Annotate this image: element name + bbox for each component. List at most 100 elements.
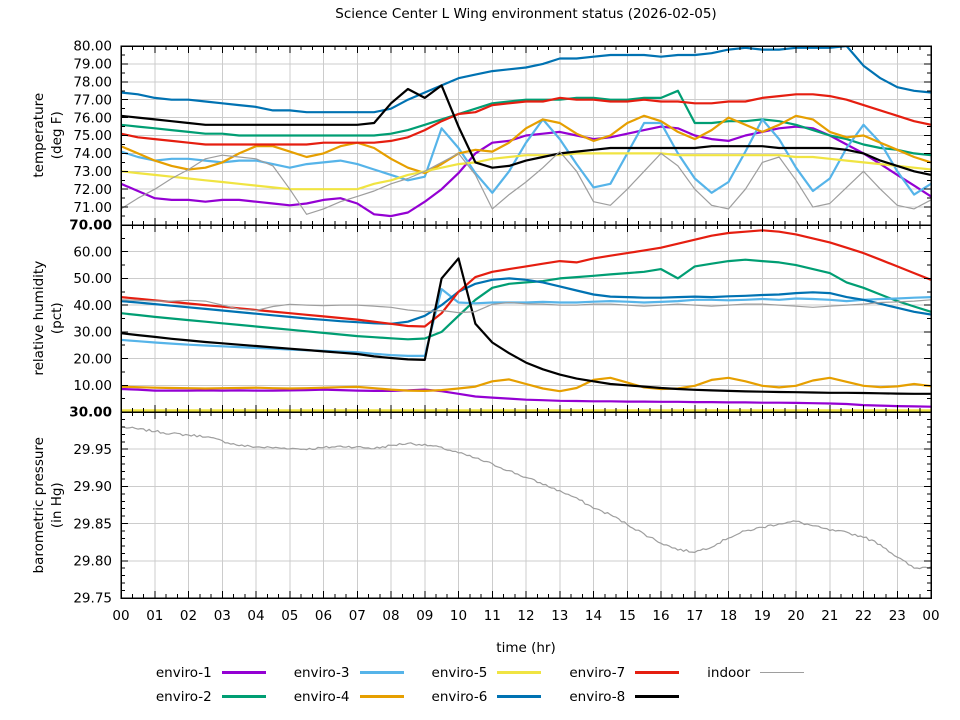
legend-column: enviro-3 enviro-4	[294, 664, 404, 705]
series-enviro-2-humidity	[121, 258, 931, 341]
xtick-label: 17	[686, 608, 703, 624]
legend-line-swatch-enviro-2	[221, 695, 266, 698]
legend-label-enviro-6: enviro-6	[431, 688, 488, 705]
series-enviro-4-humidity	[121, 376, 931, 393]
ytick-label-humidity: 60.00	[73, 244, 112, 260]
legend-label-enviro-7: enviro-7	[569, 664, 626, 681]
ytick-label-humidity: 40.00	[73, 298, 112, 314]
legend-line-swatch-enviro-5	[497, 671, 542, 674]
legend-item-enviro-4: enviro-4	[294, 688, 404, 705]
xtick-label: 08	[382, 608, 399, 624]
series-indoor-temperature	[121, 151, 931, 215]
legend-item-enviro-6: enviro-6	[432, 688, 542, 705]
legend-line-swatch-enviro-1	[221, 671, 266, 674]
xtick-label: 16	[652, 608, 669, 624]
ytick-label-humidity: 30.00	[73, 325, 112, 341]
xtick-label: 00	[112, 608, 129, 624]
xtick-label: 09	[416, 608, 433, 624]
series-enviro-4-temperature	[121, 114, 931, 175]
humidity-panel: 60.00 50.00 40.00 30.00 20.00 10.00	[73, 224, 932, 413]
ytick-label-humidity: 20.00	[73, 351, 112, 367]
xtick-label: 01	[146, 608, 163, 624]
xtick-label: 05	[281, 608, 298, 624]
ytick-label-pressure: 30.00	[69, 405, 112, 421]
legend-label-enviro-2: enviro-2	[155, 688, 212, 705]
series-enviro-6-humidity	[121, 277, 931, 325]
legend-item-indoor: indoor	[707, 664, 805, 681]
ytick-label-temperature: 75.00	[73, 128, 112, 144]
xtick-label: 22	[855, 608, 872, 624]
xtick-label: 18	[720, 608, 737, 624]
xtick-label: 23	[889, 608, 906, 624]
ytick-label-temperature: 78.00	[73, 75, 112, 91]
xtick-label: 14	[585, 608, 602, 624]
series-indoor-pressure	[121, 426, 931, 570]
ytick-label-temperature: 74.00	[73, 146, 112, 162]
legend-line-swatch-enviro-7	[635, 671, 680, 674]
xtick-label: 15	[619, 608, 636, 624]
series-enviro-5-temperature	[121, 152, 931, 191]
xtick-label: 03	[214, 608, 231, 624]
legend-line-swatch-indoor	[760, 672, 805, 673]
xtick-label: 19	[754, 608, 771, 624]
legend-label-enviro-5: enviro-5	[431, 664, 488, 681]
xtick-label: 12	[517, 608, 534, 624]
ytick-label-pressure: 29.75	[73, 591, 112, 607]
xtick-label: 00	[922, 608, 939, 624]
xtick-label: 07	[349, 608, 366, 624]
series-enviro-2-temperature	[121, 89, 931, 157]
legend-item-enviro-5: enviro-5	[432, 664, 542, 681]
series-enviro-3-temperature	[121, 118, 931, 196]
xtick-label: 02	[180, 608, 197, 624]
ytick-label-pressure: 29.90	[73, 479, 112, 495]
legend-line-swatch-enviro-3	[359, 671, 404, 674]
legend-line-swatch-enviro-6	[497, 695, 542, 698]
ytick-label-humidity: 50.00	[73, 271, 112, 287]
legend-item-enviro-7: enviro-7	[569, 664, 680, 681]
legend-column: enviro-1 enviro-2	[156, 664, 266, 705]
legend-column: indoor	[707, 664, 805, 705]
xtick-label: 11	[484, 608, 501, 624]
legend-label-indoor: indoor	[707, 664, 751, 681]
legend-label-enviro-1: enviro-1	[155, 664, 212, 681]
legend: enviro-1 enviro-2 enviro-3 enviro-4 enviro-5…	[0, 664, 960, 705]
chart-title: Science Center L Wing environment status…	[335, 6, 717, 22]
legend-label-enviro-3: enviro-3	[293, 664, 350, 681]
legend-label-enviro-4: enviro-4	[293, 688, 350, 705]
ytick-label-temperature: 76.00	[73, 110, 112, 126]
legend-line-swatch-enviro-4	[359, 695, 404, 698]
ytick-label-humidity: 10.00	[73, 378, 112, 394]
ytick-label-pressure: 29.95	[73, 442, 112, 458]
legend-item-enviro-3: enviro-3	[294, 664, 404, 681]
x-axis-label: time (hr)	[496, 640, 556, 656]
series-enviro-3-humidity	[121, 288, 931, 357]
legend-line-swatch-enviro-8	[635, 695, 680, 698]
legend-label-enviro-8: enviro-8	[569, 688, 626, 705]
ytick-label-pressure: 29.80	[73, 554, 112, 570]
ytick-label-temperature: 73.00	[73, 164, 112, 180]
series-enviro-1-humidity	[121, 387, 931, 408]
series-enviro-8-temperature	[121, 84, 931, 176]
legend-item-enviro-2: enviro-2	[156, 688, 266, 705]
xtick-label: 20	[787, 608, 804, 624]
legend-column: enviro-7 enviro-8	[569, 664, 680, 705]
series-enviro-1-temperature	[121, 125, 931, 218]
xtick-label: 21	[821, 608, 838, 624]
legend-column: enviro-5 enviro-6	[432, 664, 542, 705]
xtick-label: 13	[551, 608, 568, 624]
xtick-label: 10	[450, 608, 467, 624]
ytick-label-temperature: 79.00	[73, 57, 112, 73]
ytick-label-temperature: 71.00	[73, 200, 112, 216]
ytick-label-temperature: 70.00	[69, 218, 112, 234]
series-enviro-7-temperature	[121, 93, 931, 146]
xtick-label: 06	[315, 608, 332, 624]
pressure-panel: 30.00 29.95 29.90 29.85 29.80 29.75	[69, 405, 932, 607]
xtick-label: 04	[247, 608, 264, 624]
legend-item-enviro-1: enviro-1	[156, 664, 266, 681]
ytick-label-temperature: 80.00	[73, 39, 112, 55]
series-enviro-8-humidity	[121, 257, 931, 395]
legend-item-enviro-8: enviro-8	[569, 688, 680, 705]
